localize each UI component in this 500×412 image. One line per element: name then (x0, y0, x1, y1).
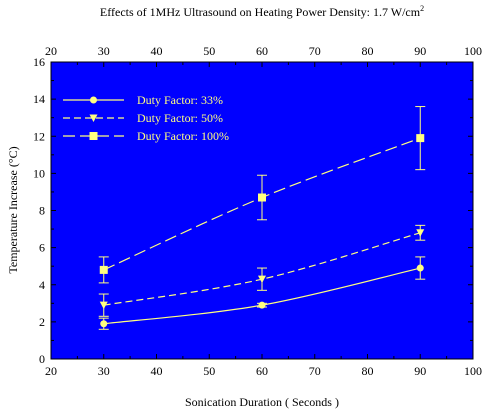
y-tick-label: 10 (33, 166, 45, 180)
x-top-tick-label: 80 (362, 44, 374, 58)
axis-ticks: 20 20 30 30 40 40 50 50 60 60 70 70 80 80 90 90 100 100 0 2… (33, 44, 482, 378)
x-tick-label: 80 (362, 364, 374, 378)
y-tick-label: 4 (39, 278, 45, 292)
x-top-tick-label: 90 (414, 44, 426, 58)
y-tick-label: 16 (33, 55, 45, 69)
x-top-tick-label: 30 (98, 44, 110, 58)
x-tick-label: 20 (45, 364, 57, 378)
legend-item-2: Duty Factor: 50% (63, 111, 223, 125)
x-top-tick-label: 20 (45, 44, 57, 58)
legend-label: Duty Factor: 33% (137, 93, 223, 107)
x-top-tick-label: 70 (309, 44, 321, 58)
series-layer (98, 106, 426, 330)
data-point (416, 134, 425, 143)
y-axis-title: Temperature Increase (°C) (6, 146, 20, 273)
x-top-tick-label: 40 (151, 44, 163, 58)
data-point (416, 229, 425, 237)
legend-marker (90, 96, 97, 104)
series-1 (98, 256, 426, 330)
y-tick-label: 6 (39, 241, 45, 255)
y-tick-label: 0 (39, 352, 45, 366)
chart-title: Effects of 1MHz Ultrasound on Heating Po… (100, 4, 424, 19)
legend-label: Duty Factor: 50% (137, 111, 223, 125)
y-tick-label: 14 (33, 92, 45, 106)
data-point (258, 301, 266, 309)
x-top-tick-label: 100 (464, 44, 482, 58)
data-point (258, 275, 266, 284)
x-tick-label: 40 (151, 364, 163, 378)
x-top-tick-label: 60 (256, 44, 268, 58)
x-tick-label: 100 (464, 364, 482, 378)
x-top-tick-label: 50 (203, 44, 215, 58)
data-point (99, 265, 108, 274)
series-2 (98, 224, 426, 317)
legend: Duty Factor: 33% Duty Factor: 50% Duty Fac… (63, 93, 229, 143)
x-tick-label: 50 (203, 364, 215, 378)
x-tick-label: 90 (414, 364, 426, 378)
y-tick-label: 2 (39, 315, 45, 329)
x-tick-label: 30 (98, 364, 110, 378)
legend-item-1: Duty Factor: 33% (63, 93, 223, 107)
series-3 (98, 106, 426, 284)
y-tick-label: 12 (33, 129, 45, 143)
data-point (99, 301, 108, 310)
data-point (258, 193, 266, 202)
legend-marker (89, 132, 98, 140)
legend-label: Duty Factor: 100% (137, 129, 229, 143)
data-point (100, 320, 108, 328)
data-point (416, 264, 424, 272)
legend-marker (89, 114, 98, 122)
x-tick-label: 70 (309, 364, 321, 378)
legend-item-3: Duty Factor: 100% (63, 129, 229, 143)
x-tick-label: 60 (256, 364, 268, 378)
x-axis-title: Sonication Duration ( Seconds ) (185, 395, 339, 409)
y-tick-label: 8 (39, 204, 45, 218)
